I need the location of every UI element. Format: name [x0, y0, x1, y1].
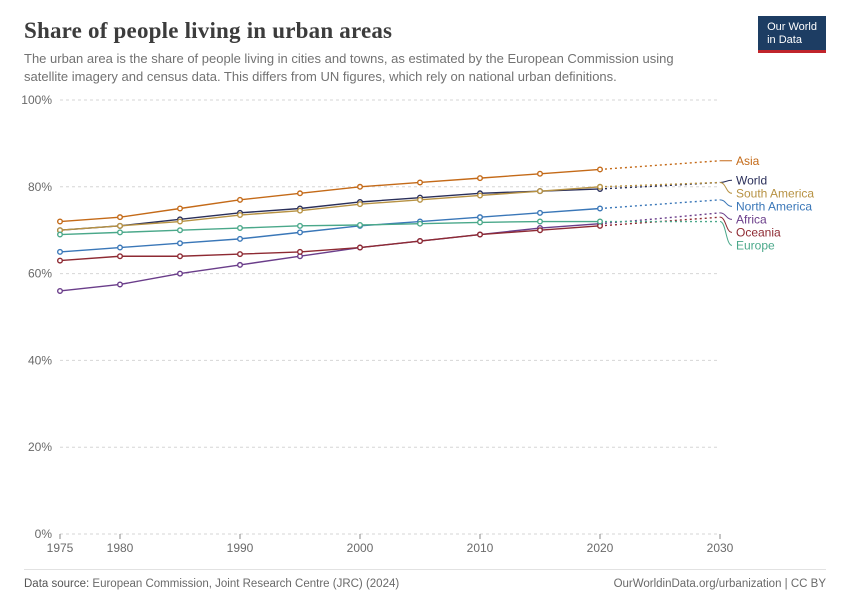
data-point: [538, 211, 543, 216]
data-point: [598, 167, 603, 172]
footer-source: Data source: European Commission, Joint …: [24, 578, 399, 590]
data-point: [58, 289, 63, 294]
data-point: [298, 250, 303, 255]
series-label: Africa: [736, 212, 767, 226]
series-label: Oceania: [736, 225, 781, 239]
footer: Data source: European Commission, Joint …: [24, 569, 826, 590]
data-point: [238, 226, 243, 231]
series-label: World: [736, 173, 767, 187]
series-line: [60, 187, 600, 230]
x-tick-label: 2030: [707, 541, 734, 555]
source-text: European Commission, Joint Research Cent…: [92, 578, 399, 590]
y-tick-label: 20%: [28, 440, 52, 454]
data-point: [298, 230, 303, 235]
data-point: [418, 221, 423, 226]
series-label: South America: [736, 186, 814, 200]
data-point: [538, 171, 543, 176]
page-subtitle: The urban area is the share of people li…: [24, 50, 674, 86]
data-point: [118, 224, 123, 229]
chart-area: 0% 20% 40% 60% 80% 100% 1975 1980 1990 2000 2010 20…: [0, 90, 850, 564]
label-connector: [720, 182, 732, 193]
data-point: [358, 185, 363, 190]
series-projection: [600, 200, 720, 209]
data-point: [598, 206, 603, 211]
y-tick-label: 40%: [28, 353, 52, 367]
data-point: [238, 213, 243, 218]
data-point: [478, 220, 483, 225]
data-point: [58, 258, 63, 263]
x-tick-label: 1980: [107, 541, 134, 555]
data-point: [298, 191, 303, 196]
data-point: [118, 245, 123, 250]
data-point: [178, 219, 183, 224]
data-point: [358, 223, 363, 228]
page-title: Share of people living in urban areas: [24, 18, 826, 44]
data-point: [298, 224, 303, 229]
owid-logo: Our World in Data: [758, 16, 826, 53]
footer-right: OurWorldinData.org/urbanization | CC BY: [614, 578, 826, 590]
x-tick-label: 1975: [47, 541, 74, 555]
series-projection: [600, 182, 720, 189]
series-label: Asia: [736, 154, 760, 168]
x-tick-label: 2010: [467, 541, 494, 555]
data-point: [598, 185, 603, 190]
data-point: [178, 241, 183, 246]
data-point: [118, 254, 123, 259]
data-point: [478, 176, 483, 181]
data-point: [358, 245, 363, 250]
y-tick-label: 80%: [28, 180, 52, 194]
data-point: [58, 219, 63, 224]
data-point: [478, 193, 483, 198]
header: Our World in Data Share of people living…: [0, 0, 850, 94]
data-point: [478, 215, 483, 220]
data-point: [178, 228, 183, 233]
data-point: [298, 208, 303, 213]
data-point: [538, 219, 543, 224]
data-point: [418, 180, 423, 185]
x-tick-label: 2000: [347, 541, 374, 555]
data-point: [178, 271, 183, 276]
data-point: [58, 250, 63, 255]
data-point: [178, 254, 183, 259]
data-point: [238, 263, 243, 268]
y-tick-label: 0%: [35, 527, 53, 541]
line-chart: 0% 20% 40% 60% 80% 100% 1975 1980 1990 2000 2010 20…: [0, 90, 850, 564]
data-point: [418, 198, 423, 203]
y-tick-label: 60%: [28, 267, 52, 281]
data-point: [238, 237, 243, 242]
data-point: [238, 252, 243, 257]
label-connector: [720, 200, 732, 207]
data-point: [538, 228, 543, 233]
series-label: North America: [736, 199, 812, 213]
data-point: [478, 232, 483, 237]
x-tick-label: 2020: [587, 541, 614, 555]
series-line: [60, 224, 600, 291]
series-label: Europe: [736, 238, 775, 252]
y-tick-label: 100%: [21, 93, 52, 107]
label-connector: [720, 180, 732, 182]
data-point: [118, 230, 123, 235]
source-label: Data source:: [24, 578, 89, 590]
x-tick-label: 1990: [227, 541, 254, 555]
data-point: [418, 239, 423, 244]
data-point: [118, 215, 123, 220]
data-point: [538, 189, 543, 194]
data-point: [598, 219, 603, 224]
data-point: [58, 232, 63, 237]
data-point: [178, 206, 183, 211]
data-point: [238, 198, 243, 203]
logo-line2: in Data: [767, 34, 817, 47]
logo-line1: Our World: [767, 21, 817, 34]
data-point: [118, 282, 123, 287]
series-projection: [600, 161, 720, 170]
data-point: [358, 202, 363, 207]
